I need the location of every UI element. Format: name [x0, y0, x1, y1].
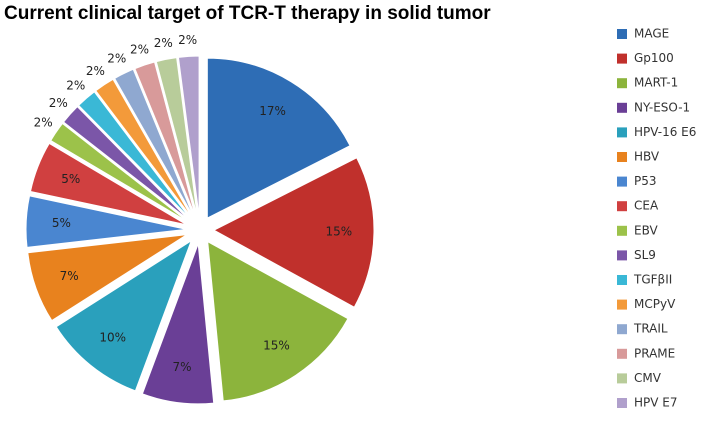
legend-swatch: [617, 324, 627, 335]
legend-swatch: [617, 250, 627, 261]
legend-swatch: [617, 373, 627, 384]
legend-swatch: [617, 348, 627, 359]
legend-label: P53: [634, 174, 657, 188]
slice-label: 2%: [130, 42, 149, 56]
legend-label: TRAIL: [633, 322, 668, 336]
pie-slice: [62, 105, 190, 222]
legend-label: CMV: [634, 371, 662, 385]
legend-label: Gp100: [634, 51, 674, 65]
legend-swatch: [617, 176, 627, 187]
legend-label: NY-ESO-1: [634, 100, 690, 114]
pie-slice: [155, 57, 198, 217]
slice-label: 2%: [178, 33, 197, 47]
legend-swatch: [617, 299, 627, 310]
slice-label: 2%: [154, 36, 173, 50]
pie-slice: [25, 195, 187, 248]
pie-slice: [134, 61, 197, 217]
legend-label: MAGE: [634, 27, 669, 41]
legend-label: HPV-16 E6: [634, 125, 696, 139]
legend-swatch: [617, 398, 627, 408]
slice-label: 5%: [61, 172, 80, 186]
slice-label: 5%: [52, 216, 71, 230]
slice-label: 7%: [60, 269, 79, 283]
pie-slice: [77, 91, 192, 220]
legend-swatch: [617, 275, 627, 285]
pie-slice: [206, 57, 351, 219]
pie-slice: [27, 234, 188, 322]
legend-swatch: [617, 53, 627, 64]
slice-label: 2%: [107, 52, 126, 66]
slice-label: 2%: [66, 79, 85, 93]
slice-label: 2%: [34, 115, 53, 129]
legend-label: HBV: [634, 150, 660, 164]
legend-label: CEA: [634, 199, 659, 213]
slice-label: 7%: [173, 360, 192, 374]
pie-slice: [55, 239, 193, 392]
legend-swatch: [617, 29, 627, 39]
pie-slice: [177, 55, 200, 217]
pie-slice: [29, 142, 188, 226]
pie-slice: [50, 122, 189, 223]
legend-label: TGFβII: [633, 273, 672, 287]
pie-slice: [141, 243, 215, 405]
slice-label: 15%: [263, 338, 290, 352]
pie-slice: [95, 78, 193, 219]
legend-label: PRAME: [634, 346, 675, 360]
legend-label: MCPyV: [634, 297, 676, 311]
legend-label: MART-1: [634, 76, 678, 90]
pie-slice: [207, 240, 349, 402]
legend-label: EBV: [634, 223, 658, 237]
slice-label: 2%: [49, 96, 68, 110]
legend-swatch: [617, 152, 627, 162]
slice-label: 17%: [259, 104, 286, 118]
legend-label: SL9: [634, 248, 656, 262]
legend-label: HPV E7: [634, 396, 678, 410]
legend-swatch: [617, 78, 627, 89]
slice-label: 10%: [99, 330, 126, 344]
pie-slice: [212, 157, 375, 308]
legend-swatch: [617, 102, 627, 113]
legend-swatch: [617, 201, 627, 212]
chart-title: Current clinical target of TCR-T therapy…: [4, 3, 491, 24]
legend-swatch: [617, 127, 627, 138]
slice-label: 15%: [325, 225, 352, 239]
legend-swatch: [617, 225, 627, 236]
slice-label: 2%: [86, 64, 105, 78]
pie-slice: [113, 68, 195, 218]
